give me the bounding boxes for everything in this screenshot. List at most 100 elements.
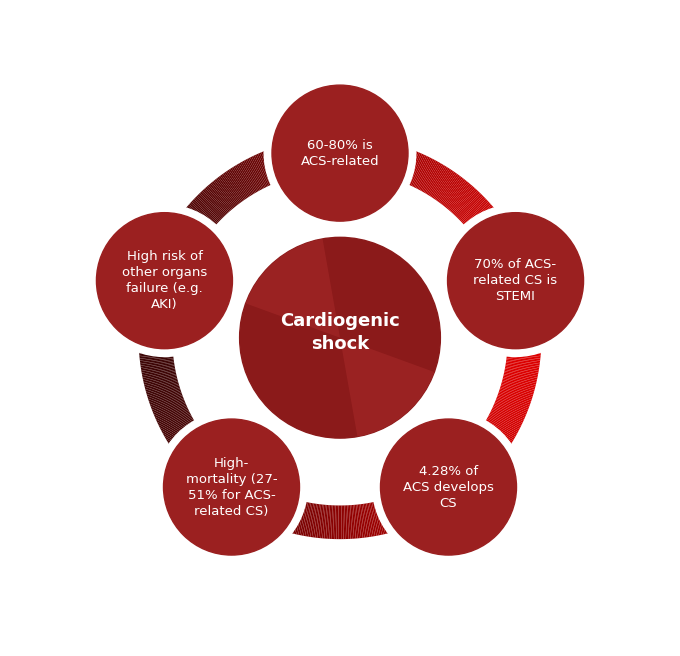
- Wedge shape: [146, 282, 179, 293]
- Wedge shape: [184, 443, 211, 466]
- Wedge shape: [140, 358, 173, 364]
- Wedge shape: [200, 192, 224, 217]
- Wedge shape: [495, 260, 527, 275]
- Wedge shape: [139, 333, 172, 335]
- Wedge shape: [139, 351, 173, 356]
- Wedge shape: [346, 136, 349, 170]
- Wedge shape: [458, 194, 482, 219]
- Wedge shape: [173, 432, 202, 452]
- Wedge shape: [242, 484, 260, 515]
- Wedge shape: [205, 187, 229, 213]
- Wedge shape: [253, 489, 269, 520]
- Wedge shape: [496, 398, 528, 411]
- Wedge shape: [404, 152, 419, 183]
- Wedge shape: [174, 433, 203, 453]
- Wedge shape: [167, 234, 197, 253]
- Wedge shape: [305, 503, 312, 537]
- Wedge shape: [169, 230, 199, 249]
- Wedge shape: [494, 402, 526, 417]
- Wedge shape: [407, 153, 422, 184]
- Wedge shape: [360, 138, 367, 171]
- Wedge shape: [472, 214, 500, 236]
- Wedge shape: [347, 136, 351, 170]
- Wedge shape: [245, 239, 340, 338]
- Wedge shape: [150, 394, 182, 407]
- Wedge shape: [252, 156, 268, 187]
- Wedge shape: [184, 444, 211, 467]
- Circle shape: [447, 213, 583, 349]
- Wedge shape: [139, 340, 172, 343]
- Wedge shape: [310, 504, 317, 537]
- Wedge shape: [409, 490, 425, 521]
- Wedge shape: [231, 168, 250, 197]
- Wedge shape: [177, 218, 205, 239]
- Circle shape: [97, 213, 233, 349]
- Wedge shape: [293, 142, 303, 174]
- Wedge shape: [477, 222, 506, 243]
- Wedge shape: [242, 161, 260, 191]
- Wedge shape: [353, 137, 358, 171]
- Wedge shape: [425, 482, 444, 511]
- Wedge shape: [373, 140, 382, 174]
- Wedge shape: [175, 221, 203, 241]
- Wedge shape: [507, 322, 541, 326]
- Wedge shape: [184, 208, 211, 231]
- Wedge shape: [442, 178, 464, 205]
- Wedge shape: [460, 198, 486, 222]
- Wedge shape: [458, 457, 482, 482]
- Wedge shape: [312, 504, 318, 537]
- Wedge shape: [316, 504, 321, 538]
- Wedge shape: [507, 318, 541, 323]
- Wedge shape: [392, 146, 404, 178]
- Wedge shape: [153, 401, 185, 415]
- Wedge shape: [162, 417, 192, 434]
- Wedge shape: [227, 477, 248, 506]
- Wedge shape: [331, 136, 334, 170]
- Wedge shape: [143, 296, 176, 304]
- Wedge shape: [275, 497, 287, 529]
- Wedge shape: [445, 180, 466, 207]
- Wedge shape: [390, 497, 403, 530]
- Wedge shape: [507, 345, 541, 348]
- Wedge shape: [385, 144, 396, 176]
- Wedge shape: [385, 499, 396, 532]
- Wedge shape: [143, 375, 177, 384]
- Wedge shape: [506, 361, 539, 367]
- Wedge shape: [504, 294, 537, 303]
- Wedge shape: [307, 139, 313, 173]
- Wedge shape: [139, 344, 173, 346]
- Wedge shape: [222, 174, 243, 202]
- Wedge shape: [439, 174, 460, 203]
- Wedge shape: [212, 181, 235, 208]
- Wedge shape: [203, 189, 226, 215]
- Wedge shape: [153, 260, 185, 275]
- Wedge shape: [396, 148, 409, 180]
- Wedge shape: [501, 384, 534, 395]
- Wedge shape: [468, 207, 494, 230]
- Wedge shape: [139, 352, 173, 357]
- Wedge shape: [139, 331, 172, 333]
- Wedge shape: [139, 325, 173, 329]
- Wedge shape: [501, 282, 534, 293]
- Wedge shape: [489, 245, 520, 262]
- Wedge shape: [506, 363, 539, 369]
- Wedge shape: [397, 148, 411, 180]
- Wedge shape: [169, 426, 199, 446]
- Wedge shape: [368, 139, 375, 173]
- Wedge shape: [269, 495, 283, 527]
- Wedge shape: [454, 461, 477, 486]
- Circle shape: [373, 411, 524, 563]
- Wedge shape: [276, 497, 288, 529]
- Wedge shape: [471, 442, 498, 464]
- Wedge shape: [490, 413, 520, 429]
- Wedge shape: [504, 373, 537, 381]
- Wedge shape: [186, 207, 212, 230]
- Wedge shape: [328, 505, 331, 539]
- Wedge shape: [244, 485, 261, 516]
- Wedge shape: [456, 459, 480, 484]
- Wedge shape: [163, 240, 193, 258]
- Wedge shape: [154, 402, 186, 417]
- Wedge shape: [258, 153, 273, 184]
- Wedge shape: [479, 430, 508, 451]
- Wedge shape: [148, 274, 181, 286]
